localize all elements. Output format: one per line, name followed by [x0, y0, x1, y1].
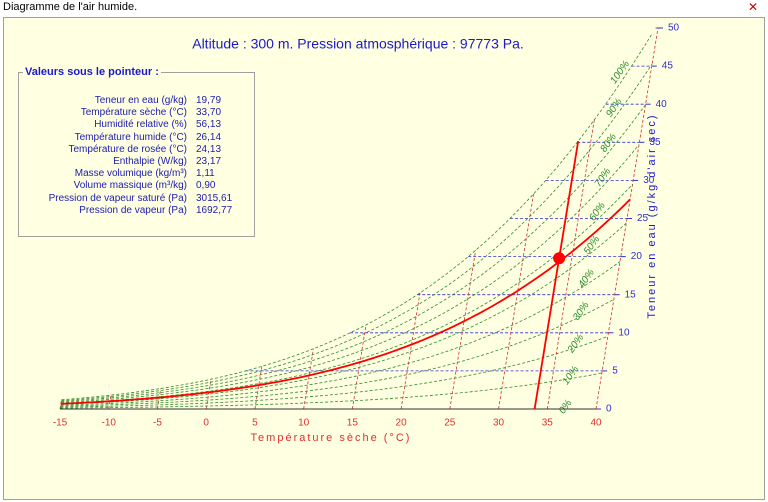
x-tick-label: 10 — [298, 418, 310, 429]
panel-label: Masse volumique (kg/m³) — [74, 168, 187, 180]
rh-line — [61, 144, 640, 403]
rh-label: 60% — [587, 200, 608, 223]
isotherm — [498, 193, 534, 410]
isotherm — [449, 250, 477, 410]
x-tick-label: 5 — [252, 418, 258, 429]
isotherm — [254, 366, 263, 410]
y-tick-label: 5 — [612, 366, 618, 377]
x-tick-label: 20 — [396, 418, 408, 429]
rh-label: 30% — [571, 300, 592, 323]
panel-value: 23,17 — [196, 156, 222, 167]
chart-area — [3, 17, 765, 500]
rh-label: 10% — [561, 364, 582, 387]
rh-label: 80% — [598, 132, 619, 155]
rh-label: 90% — [604, 97, 625, 120]
rh-line — [61, 33, 653, 401]
panel-label: Enthalpie (W/kg) — [113, 156, 187, 167]
y-tick-label: 50 — [668, 23, 680, 34]
rh-label: 20% — [565, 332, 586, 356]
y-tick-label: 15 — [625, 289, 637, 300]
panel-value: 0,90 — [196, 180, 216, 192]
x-tick-label: -10 — [102, 418, 117, 429]
rh-label: 100% — [608, 59, 632, 86]
x-axis-label: Température sèche (°C) — [251, 432, 412, 444]
isotherm — [546, 119, 595, 410]
isotherm — [400, 292, 421, 410]
y-tick-label: 30 — [643, 175, 655, 186]
panel-label: Pression de vapeur (Pa) — [79, 204, 187, 216]
panel-label: Teneur en eau (g/kg) — [94, 95, 187, 106]
panel-value: 1,11 — [196, 168, 215, 180]
window-title: Diagramme de l'air humide. — [3, 1, 138, 13]
y-tick-label: 10 — [618, 327, 630, 338]
panel-label: Température humide (°C) — [74, 131, 187, 143]
rh-line — [60, 261, 621, 406]
x-tick-label: 15 — [347, 418, 359, 429]
x-tick-label: -15 — [53, 418, 68, 429]
isotherm — [595, 27, 659, 410]
isotherm — [303, 348, 314, 410]
y-tick-label: 35 — [649, 137, 661, 148]
panel-label: Humidité relative (%) — [94, 119, 187, 131]
pointer-dot — [553, 252, 566, 265]
panel-value: 26,14 — [196, 131, 222, 143]
panel-value: 24,13 — [196, 143, 222, 155]
panel-value: 19,79 — [196, 95, 222, 106]
panel-value: 33,70 — [196, 107, 222, 119]
rh-label: 0% — [557, 398, 574, 416]
y-axis-label: Teneur en eau (g/kg d'air sec) — [646, 113, 658, 318]
rh-line — [60, 222, 627, 405]
y-tick-label: 40 — [656, 99, 668, 110]
rh-curve — [60, 198, 631, 405]
panel-label: Volume massique (m³/kg) — [73, 180, 187, 192]
y-tick-label: 0 — [606, 404, 612, 415]
rh-line — [60, 372, 602, 409]
rh-line — [60, 336, 608, 408]
panel-value: 56,13 — [196, 119, 222, 131]
isotherm — [157, 388, 162, 410]
x-tick-label: 30 — [493, 418, 505, 429]
panel-title: Valeurs sous le pointeur : — [23, 66, 161, 78]
x-tick-label: 0 — [203, 418, 209, 429]
y-tick-label: 25 — [637, 213, 649, 224]
isotherm — [205, 379, 212, 410]
chart-title: Altitude : 300 m. Pression atmosphérique… — [192, 36, 524, 52]
y-tick-label: 45 — [662, 61, 674, 72]
rh-line — [60, 298, 615, 407]
panel-value: 3015,61 — [196, 192, 233, 204]
panel-value: 1692,77 — [196, 204, 233, 216]
panel-label: Température de rosée (°C) — [68, 143, 188, 155]
x-tick-label: 25 — [444, 418, 456, 429]
close-button[interactable]: ✕ — [748, 0, 759, 14]
pointer-panel: Valeurs sous le pointeur : Teneur en eau… — [18, 66, 255, 237]
dry-bulb-line — [533, 140, 580, 410]
y-tick-label: 20 — [631, 251, 643, 262]
rh-line — [61, 104, 646, 402]
x-tick-label: 40 — [590, 418, 602, 429]
x-tick-label: -5 — [153, 418, 162, 429]
rh-label: 50% — [582, 234, 603, 257]
panel-label: Pression de vapeur saturé (Pa) — [48, 192, 187, 204]
x-tick-label: 35 — [542, 418, 554, 429]
rh-label: 40% — [576, 267, 597, 290]
panel-label: Température sèche (°C) — [80, 107, 187, 119]
rh-line — [61, 63, 653, 402]
